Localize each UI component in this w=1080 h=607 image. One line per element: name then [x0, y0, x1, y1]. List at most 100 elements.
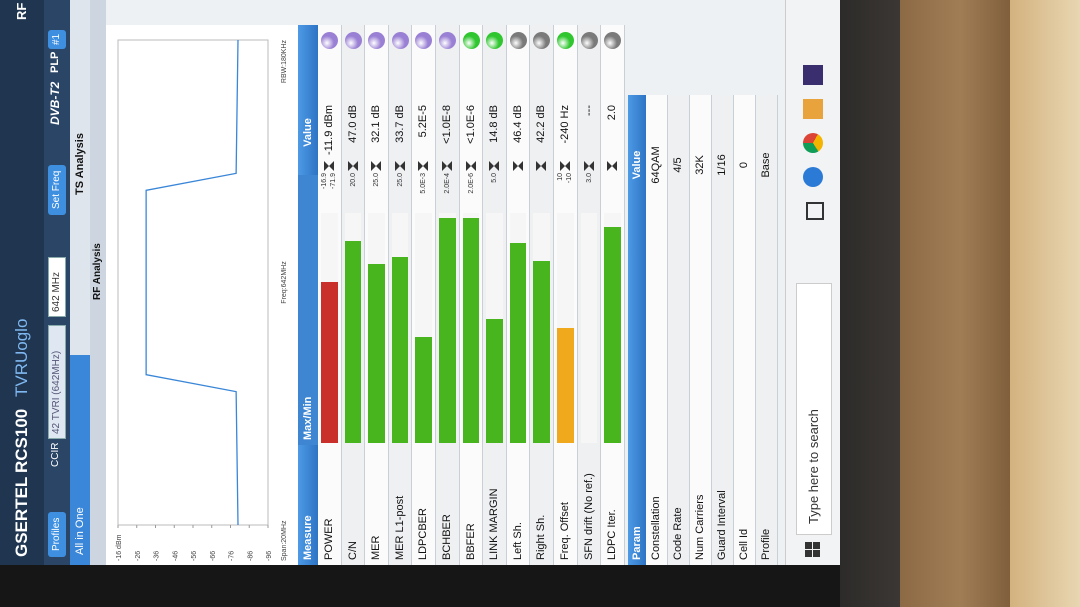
monitor-bezel — [0, 565, 840, 607]
bowtie-shape — [465, 161, 476, 171]
y-tick-label: -46 — [172, 551, 179, 561]
param-name: Guard Interval — [716, 490, 728, 560]
tab[interactable]: TS Analysis — [74, 133, 86, 195]
limits: -16.9 -71.9 — [320, 173, 338, 205]
measure-value: 46.4 dB — [511, 105, 524, 143]
measure-value: --- — [582, 105, 595, 116]
level-bar — [604, 226, 621, 443]
dvb-logo: DVB-T2 — [48, 81, 62, 125]
measure-value: 5.2E-5 — [417, 105, 430, 138]
level-bar — [415, 337, 432, 443]
limits: 10 -10 — [556, 173, 574, 205]
subtab[interactable]: RF Analysis — [92, 243, 103, 300]
windows-logo[interactable] — [805, 541, 821, 557]
bowtie-shape — [512, 161, 523, 171]
bowtie-icon — [536, 161, 547, 171]
bar-track — [580, 213, 598, 443]
model: RCS100 — [12, 408, 31, 473]
measure-name: MER L1-post — [393, 495, 406, 560]
measure-row: SFN drift (No ref.) 3.0 --- — [577, 25, 602, 565]
measure-row: LDPC Iter. 2.0 — [601, 25, 625, 565]
status-light — [462, 32, 480, 49]
tab[interactable]: All in One — [70, 355, 90, 565]
plp-select[interactable]: #1 — [48, 29, 66, 49]
set-freq-button[interactable]: Set Freq — [48, 164, 66, 215]
limit-label: 20.0 — [349, 173, 357, 187]
status-light — [580, 32, 598, 49]
status-light — [486, 32, 504, 49]
status-light — [368, 32, 386, 49]
status-light — [344, 32, 362, 49]
user: TVRUoglo — [12, 318, 31, 397]
ie-icon[interactable] — [803, 167, 823, 187]
bowtie-shape — [394, 161, 405, 171]
measure-row: Right Sh. 42.2 dB — [530, 25, 554, 565]
measure-row: LDPCBER 5.0E-3 5.2E-5 — [412, 25, 436, 565]
param-name: Code Rate — [672, 507, 684, 560]
bowtie-icon — [607, 161, 618, 171]
profiles-button[interactable]: Profiles — [48, 511, 66, 557]
y-tick-label: -96 — [266, 551, 273, 561]
subtab-bar: RF Analysis — [90, 0, 106, 565]
bowtie-shape — [324, 161, 334, 171]
measure-name: SFN drift (No ref.) — [582, 473, 595, 560]
measure-name: BCHBER — [441, 514, 453, 560]
measure-name: LDPCBER — [417, 508, 430, 560]
bowtie-shape — [607, 161, 618, 171]
status-light — [557, 32, 574, 49]
search-box[interactable]: Type here to search — [796, 283, 832, 535]
measure-name: Freq. Offset — [559, 502, 571, 560]
limit-label: -71.9 — [330, 173, 337, 189]
column-header: Max/Min — [302, 396, 314, 440]
limits: 20.0 — [349, 173, 358, 205]
bowtie-icon — [489, 161, 500, 171]
task-view-icon[interactable] — [806, 202, 824, 220]
status-light — [604, 32, 622, 49]
app-icon[interactable] — [803, 65, 823, 85]
measure-row: C/N 20.0 47.0 dB — [341, 25, 366, 565]
limit-label: -16.9 — [321, 173, 328, 189]
y-tick-label: -26 — [135, 551, 142, 561]
span-label: Span:20MHz — [281, 520, 288, 561]
column-header: Value — [302, 118, 314, 147]
measure-row: BCHBER 2.0E-4 <1.0E-8 — [436, 25, 460, 565]
param-row: Num Carriers 32K — [690, 95, 712, 565]
measure-header: Measure Max/Min Value — [298, 25, 318, 565]
bowtie-icon — [512, 161, 523, 171]
limit-label: 25.0 — [396, 173, 404, 187]
param-value: 64QAM — [650, 146, 662, 184]
measure-value: 47.0 dB — [346, 105, 359, 143]
param-name: Num Carriers — [694, 494, 706, 560]
spectrum: -16 dBm -26 -36 -46 -56 -66 -76 -86 -96 Span:20MH… — [106, 25, 298, 565]
param-value: 32K — [694, 155, 706, 175]
measure-name: C/N — [346, 541, 359, 560]
bowtie-icon — [418, 161, 429, 171]
param-value: 0 — [738, 161, 750, 169]
param-name: Cell Id — [738, 528, 750, 560]
frequency-input[interactable]: 642 MHz — [48, 257, 66, 317]
param-value: 4/5 — [672, 157, 684, 173]
bowtie-shape — [583, 161, 594, 171]
chrome-icon[interactable] — [803, 133, 823, 153]
level-bar — [391, 256, 409, 443]
param-value: Base — [760, 152, 772, 178]
column-header: Measure — [302, 515, 314, 560]
param-row: Code Rate 4/5 — [668, 95, 690, 565]
bowtie-shape — [371, 161, 382, 171]
measure-row: BBFER 2.0E-6 <1.0E-6 — [459, 25, 484, 565]
tab-bar: All in One TS Analysis — [70, 0, 90, 565]
taskbar: Type here to search — [785, 0, 840, 565]
measure-name: MER — [370, 535, 383, 560]
channel-select[interactable]: 42 TVRI (642MHz) — [48, 325, 66, 439]
y-tick-label: -36 — [154, 551, 161, 561]
title-bar: GSERTEL RCS100 TVRUoglo RF — [0, 0, 44, 565]
measure-row: Left Sh. 46.4 dB — [506, 25, 531, 565]
param-name: Profile — [760, 528, 772, 560]
limits: 5.0E-3 — [419, 173, 428, 205]
measure-name: BBFER — [464, 523, 477, 560]
folder-icon[interactable] — [803, 99, 823, 119]
bowtie-icon — [583, 161, 594, 171]
measure-row: Freq. Offset 10 -10 -240 Hz — [554, 25, 578, 565]
limits: 2.0E-4 — [443, 173, 452, 205]
bowtie-icon — [347, 161, 358, 171]
